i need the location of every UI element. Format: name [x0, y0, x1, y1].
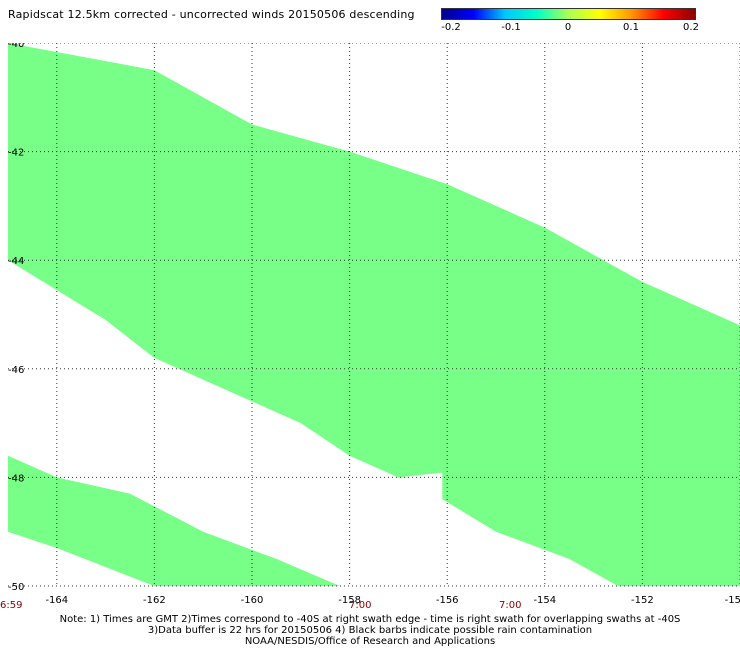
data-swath [442, 368, 740, 586]
colorbar-tick-label: 0 [564, 22, 572, 33]
y-tick-label: -46 [8, 365, 24, 376]
x-tick-label: -154 [533, 595, 556, 606]
color-legend: -0.2 -0.1 0 0.1 0.2 [441, 8, 699, 36]
y-tick-label: -44 [8, 256, 24, 267]
time-label: 7:00 [349, 600, 372, 611]
colorbar-tick-label: -0.2 [441, 22, 461, 33]
time-label: 7:00 [499, 600, 522, 611]
axis-labels: -164 -162 -160 -158 -156 -154 -152 -150 -40 -42 -4… [8, 43, 740, 606]
y-tick-label: -42 [8, 148, 24, 159]
footnotes: Note: 1) Times are GMT 2)Times correspon… [0, 614, 740, 647]
footnote-line: NOAA/NESDIS/Office of Research and Appli… [244, 636, 496, 647]
x-tick-label: -164 [45, 595, 68, 606]
colorbar-tick-label: -0.1 [501, 22, 521, 33]
data-swath [8, 455, 340, 586]
footnote-line: 3)Data buffer is 22 hrs for 20150506 4) … [147, 625, 593, 636]
y-tick-label: -40 [8, 43, 24, 50]
y-tick-label: -50 [8, 582, 24, 593]
time-label: 6:59 [0, 600, 23, 611]
colorbar-tick-label: 0.1 [623, 22, 639, 33]
x-tick-label: -160 [241, 595, 264, 606]
chart-title: Rapidscat 12.5km corrected - uncorrected… [8, 8, 415, 21]
swath-layer [8, 43, 740, 586]
x-tick-label: -162 [143, 595, 166, 606]
x-tick-label: -158 [338, 595, 361, 606]
x-tick-label: -156 [436, 595, 459, 606]
x-tick-label: -152 [631, 595, 654, 606]
footnote-line: Note: 1) Times are GMT 2)Times correspon… [59, 614, 681, 625]
colorbar-tick-label: 0.2 [683, 22, 699, 33]
x-tick-label: -150 [725, 595, 740, 606]
wind-difference-map: -164 -162 -160 -158 -156 -154 -152 -150 -40 -42 -4… [8, 43, 740, 606]
color-scale-bar [441, 8, 696, 20]
y-tick-label: -48 [8, 473, 24, 484]
grid-layer [8, 43, 740, 587]
data-swath [8, 43, 740, 489]
